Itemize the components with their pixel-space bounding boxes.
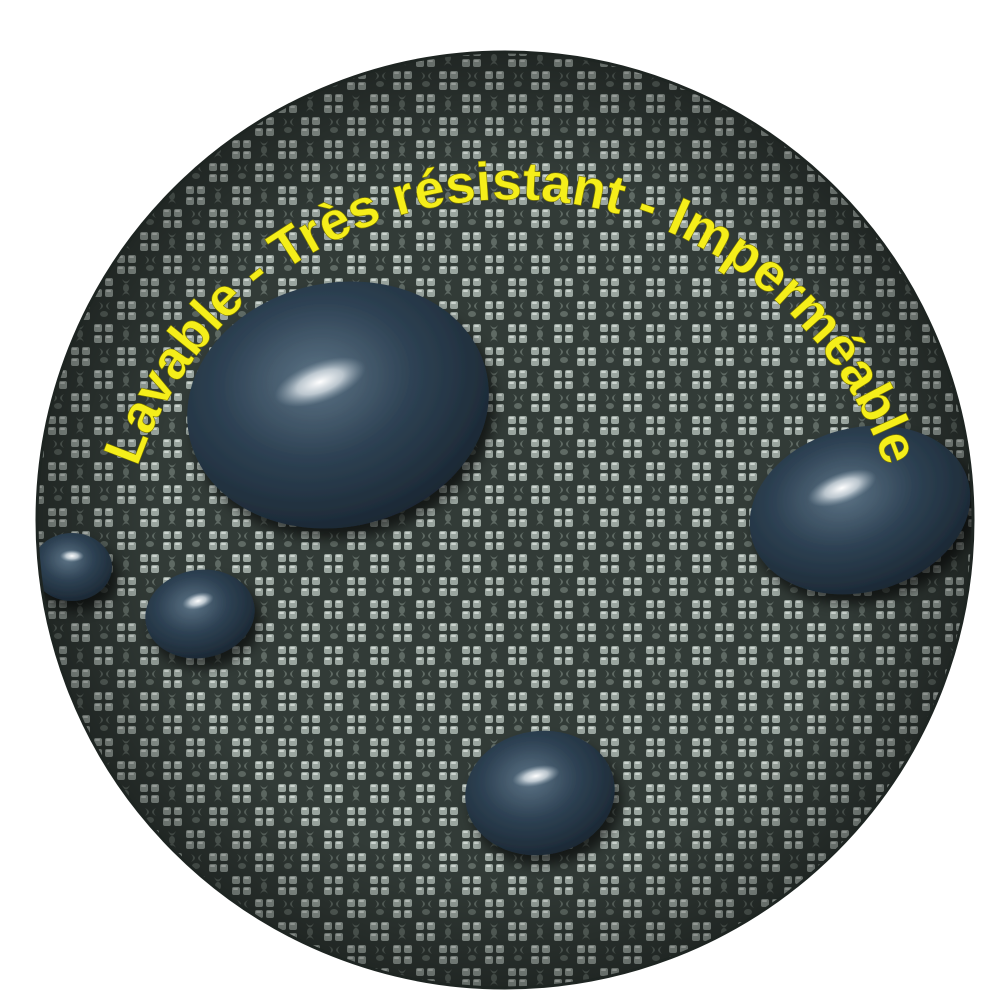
water-drop-large — [187, 281, 489, 529]
water-drop-right — [749, 425, 971, 595]
badge-outline — [35, 50, 975, 990]
water-drop-bottom — [465, 730, 615, 856]
water-drop-left-edge — [37, 533, 112, 601]
water-drop-left-small — [145, 569, 255, 659]
